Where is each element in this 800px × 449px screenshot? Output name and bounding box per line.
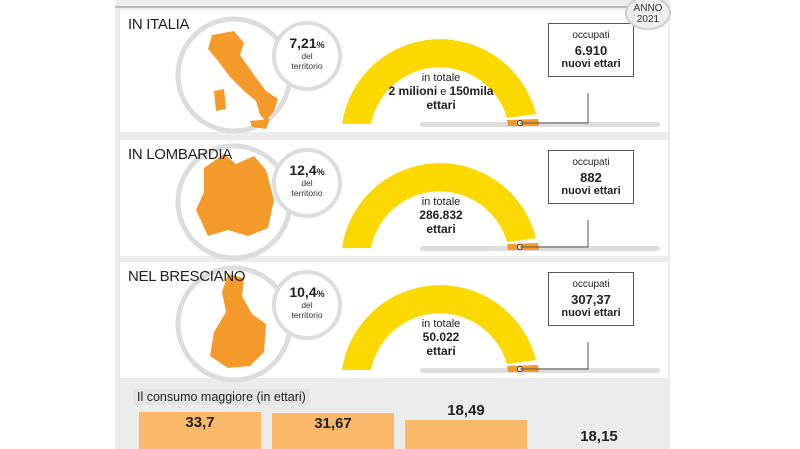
percent-value: 7,21 <box>289 35 317 51</box>
divider <box>115 6 670 8</box>
brescia-province-map-icon <box>210 274 266 368</box>
box-value: 882 <box>580 170 602 185</box>
bar-2 <box>405 420 527 449</box>
badge-line1: ANNO <box>633 3 663 14</box>
box-unit: nuovi ettari <box>561 58 621 70</box>
percent-sub2: territorio <box>291 61 323 71</box>
gauge-unit: ettari <box>426 344 456 358</box>
section-0: IN ITALIA 7,21% del territorio in totale… <box>120 10 668 134</box>
bar-label-2: 18,49 <box>447 402 485 419</box>
gauge-line1: in totale <box>421 72 461 84</box>
gauge-baseline <box>420 368 660 373</box>
callout-line <box>520 342 589 370</box>
bar-label-3: 18,15 <box>580 428 618 445</box>
percent-value: 10,4 <box>289 284 317 300</box>
box-value: 307,37 <box>571 292 611 307</box>
gauge-total-label: in totale 2 milioni e 150mila ettari <box>361 72 521 112</box>
percent-sub1: del <box>301 51 313 61</box>
territory-percent-badge: 10,4% del territorio <box>272 270 342 340</box>
gauge-unit: ettari <box>426 98 456 112</box>
new-hectares-box: occupati 882 nuovi ettari <box>548 150 634 204</box>
box-label: occupati <box>572 30 610 41</box>
section-1: IN LOMBARDIA 12,4% del territorio in tot… <box>120 140 668 261</box>
territory-percent-badge: 7,21% del territorio <box>272 21 342 91</box>
lombardy-map-icon <box>196 154 274 236</box>
section-2: NEL BRESCIANO 10,4% del territorio in to… <box>120 262 668 383</box>
gauge-total-label: in totale 286.832 ettari <box>361 196 521 236</box>
gauge-conj: e <box>437 86 450 98</box>
box-unit: nuovi ettari <box>561 185 621 197</box>
percent-unit: % <box>316 167 325 177</box>
gauge-line1: in totale <box>421 196 461 208</box>
bar-label-1: 31,67 <box>314 415 352 432</box>
gauge-total-arc <box>342 163 536 248</box>
gauge-total-value2: 150mila <box>449 84 494 98</box>
gauge-total-label: in totale 50.022 ettari <box>361 318 521 358</box>
box-label: occupati <box>572 157 610 168</box>
gauge-baseline <box>420 246 660 251</box>
percent-sub1: del <box>301 178 313 188</box>
section-title: IN LOMBARDIA <box>128 146 232 163</box>
year-badge: ANNO 2021 <box>625 0 671 30</box>
gauge-baseline <box>420 122 660 127</box>
gauge-total-value: 2 milioni <box>388 84 438 98</box>
bar-label-0: 33,7 <box>185 414 215 431</box>
percent-sub2: territorio <box>291 310 323 320</box>
section-title: IN ITALIA <box>128 16 190 33</box>
box-value: 6.910 <box>574 43 608 58</box>
percent-value: 12,4 <box>289 162 317 178</box>
bar-chart-title: Il consumo maggiore (in ettari) <box>133 389 310 405</box>
new-hectares-box: occupati 307,37 nuovi ettari <box>548 272 634 326</box>
italy-map-icon <box>208 31 278 129</box>
gauge-line1: in totale <box>421 318 461 330</box>
callout-line <box>520 93 589 124</box>
new-hectares-box: occupati 6.910 nuovi ettari <box>548 23 634 77</box>
badge-year: 2021 <box>636 14 660 25</box>
bar-1 <box>272 413 394 449</box>
section-title: NEL BRESCIANO <box>128 268 246 285</box>
percent-unit: % <box>316 40 325 50</box>
gauge-total-value: 286.832 <box>419 208 463 222</box>
region-map-circle <box>175 143 293 261</box>
territory-percent-badge: 12,4% del territorio <box>272 148 342 218</box>
callout-line <box>520 220 589 248</box>
bar-0 <box>139 412 261 449</box>
percent-sub1: del <box>301 300 313 310</box>
gauge-total-arc <box>342 285 536 370</box>
box-unit: nuovi ettari <box>561 307 621 319</box>
gauge-total-value: 50.022 <box>422 330 460 344</box>
gauge-unit: ettari <box>426 222 456 236</box>
box-label: occupati <box>572 279 610 290</box>
percent-sub2: territorio <box>291 188 323 198</box>
gauge-total-arc <box>342 39 536 125</box>
percent-unit: % <box>316 289 325 299</box>
